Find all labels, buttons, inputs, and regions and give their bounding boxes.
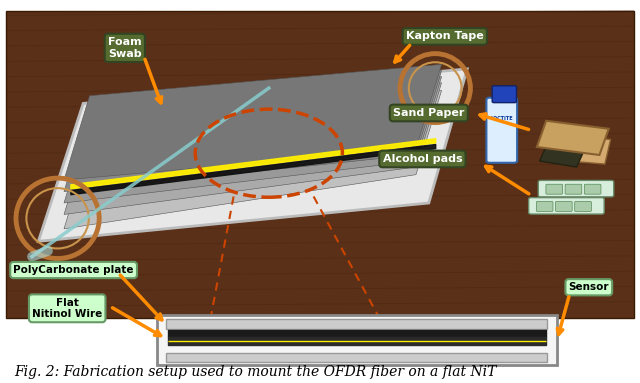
- FancyBboxPatch shape: [166, 353, 547, 362]
- Text: Alcohol pads: Alcohol pads: [383, 154, 462, 164]
- Polygon shape: [548, 135, 611, 164]
- Text: Sand Paper: Sand Paper: [393, 108, 465, 118]
- FancyBboxPatch shape: [492, 86, 516, 103]
- Polygon shape: [64, 64, 442, 180]
- FancyBboxPatch shape: [565, 184, 582, 194]
- Polygon shape: [64, 77, 442, 203]
- FancyBboxPatch shape: [556, 201, 572, 211]
- Text: Fig. 2: Fabrication setup used to mount the OFDR fiber on a flat NiT: Fig. 2: Fabrication setup used to mount …: [14, 365, 497, 378]
- Polygon shape: [64, 90, 442, 229]
- Polygon shape: [64, 83, 442, 214]
- FancyBboxPatch shape: [157, 315, 557, 365]
- Polygon shape: [64, 70, 442, 192]
- Polygon shape: [537, 121, 609, 155]
- FancyBboxPatch shape: [546, 184, 563, 194]
- FancyBboxPatch shape: [575, 201, 591, 211]
- Text: Kapton Tape: Kapton Tape: [406, 31, 484, 41]
- Polygon shape: [38, 69, 467, 241]
- Text: Sensor: Sensor: [568, 282, 609, 292]
- FancyBboxPatch shape: [166, 319, 547, 329]
- Text: Foam
Swab: Foam Swab: [108, 37, 141, 59]
- Text: LOCTITE: LOCTITE: [490, 116, 513, 121]
- Text: Flat
Nitinol Wire: Flat Nitinol Wire: [32, 298, 102, 319]
- FancyBboxPatch shape: [486, 98, 517, 163]
- FancyBboxPatch shape: [584, 184, 601, 194]
- Text: PolyCarbonate plate: PolyCarbonate plate: [13, 265, 134, 275]
- FancyBboxPatch shape: [529, 198, 604, 214]
- FancyBboxPatch shape: [6, 11, 634, 318]
- FancyBboxPatch shape: [538, 180, 614, 197]
- FancyBboxPatch shape: [536, 201, 553, 211]
- Polygon shape: [540, 124, 593, 167]
